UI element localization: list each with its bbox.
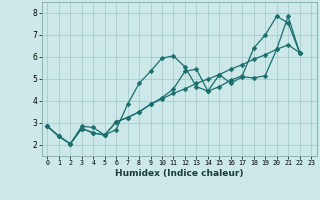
X-axis label: Humidex (Indice chaleur): Humidex (Indice chaleur) [115,169,244,178]
